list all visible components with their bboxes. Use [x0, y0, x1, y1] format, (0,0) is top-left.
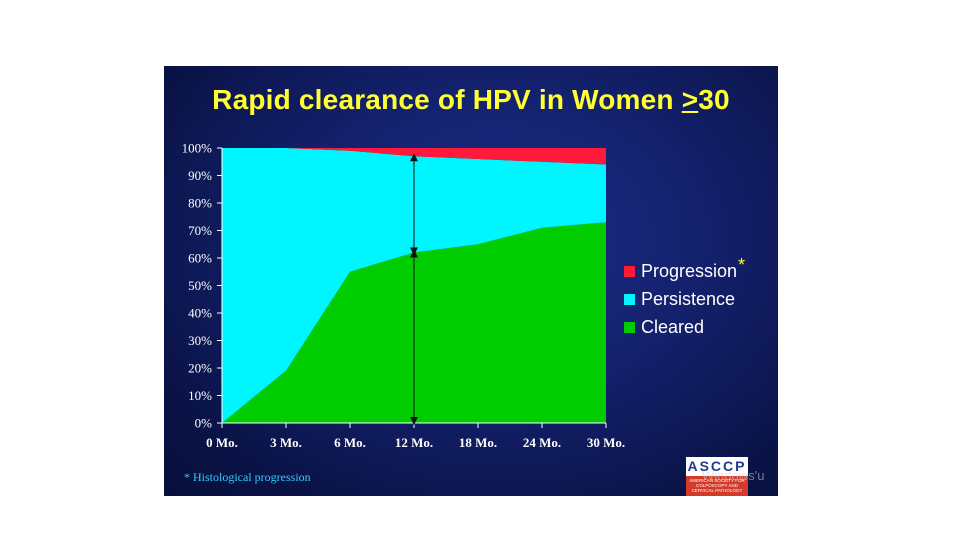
area-persistence [222, 148, 606, 423]
legend-asterisk: * [738, 254, 746, 275]
x-tick-label: 3 Mo. [270, 435, 302, 450]
x-tick-label: 12 Mo. [395, 435, 433, 450]
x-tick-label: 18 Mo. [459, 435, 497, 450]
legend-item-cleared: Cleared [624, 317, 704, 337]
legend-item-persistence: Persistence [624, 289, 735, 309]
y-tick-label: 50% [188, 278, 212, 293]
y-tick-label: 0% [195, 416, 213, 431]
x-tick-label: 24 Mo. [523, 435, 561, 450]
slide: Rapid clearance of HPV in Women >30 0% 10… [164, 66, 778, 496]
x-tick-label: 30 Mo. [587, 435, 625, 450]
y-tick-label: 60% [188, 251, 212, 266]
x-tick-label: 0 Mo. [206, 435, 238, 450]
y-tick-label: 30% [188, 333, 212, 348]
y-tick-label: 80% [188, 196, 212, 211]
y-tick-label: 20% [188, 361, 212, 376]
slide-title: Rapid clearance of HPV in Women >30 [164, 84, 778, 116]
legend-item-progression: Progression * [624, 255, 745, 281]
x-tick-label: 6 Mo. [334, 435, 366, 450]
windows-watermark: Windows'u [702, 468, 765, 483]
legend-label-persistence: Persistence [641, 288, 736, 309]
legend-label-progression: Progression [641, 260, 738, 281]
legend-swatch-progression [624, 265, 635, 277]
legend-label-cleared: Cleared [641, 316, 705, 337]
title-text: Rapid clearance of HPV in Women [212, 84, 682, 115]
legend-swatch-cleared [624, 321, 635, 333]
logo-subtext: AMERICAN SOCIETY FOR COLPOSCOPY AND CERV… [689, 478, 745, 493]
logo-text: ASCCP [686, 457, 748, 476]
y-tick-label: 90% [188, 168, 212, 183]
y-tick-label: 100% [182, 141, 213, 156]
y-tick-label: 10% [188, 388, 212, 403]
title-ge-symbol: > [681, 84, 699, 115]
legend-swatch-persistence [624, 293, 635, 305]
y-tick-label: 40% [188, 306, 212, 321]
hpv-clearance-area-chart: 0% 10% 20% 30% 40% 50% 60% 70% 80% 90% 100% 0 Mo. 3 … [182, 141, 625, 451]
y-tick-label: 70% [188, 223, 212, 238]
footnote: * Histological progression [184, 470, 311, 484]
title-number: 30 [698, 84, 730, 115]
asccp-logo: ASCCP AMERICAN SOCIETY FOR COLPOSCOPY AN… [686, 457, 748, 496]
